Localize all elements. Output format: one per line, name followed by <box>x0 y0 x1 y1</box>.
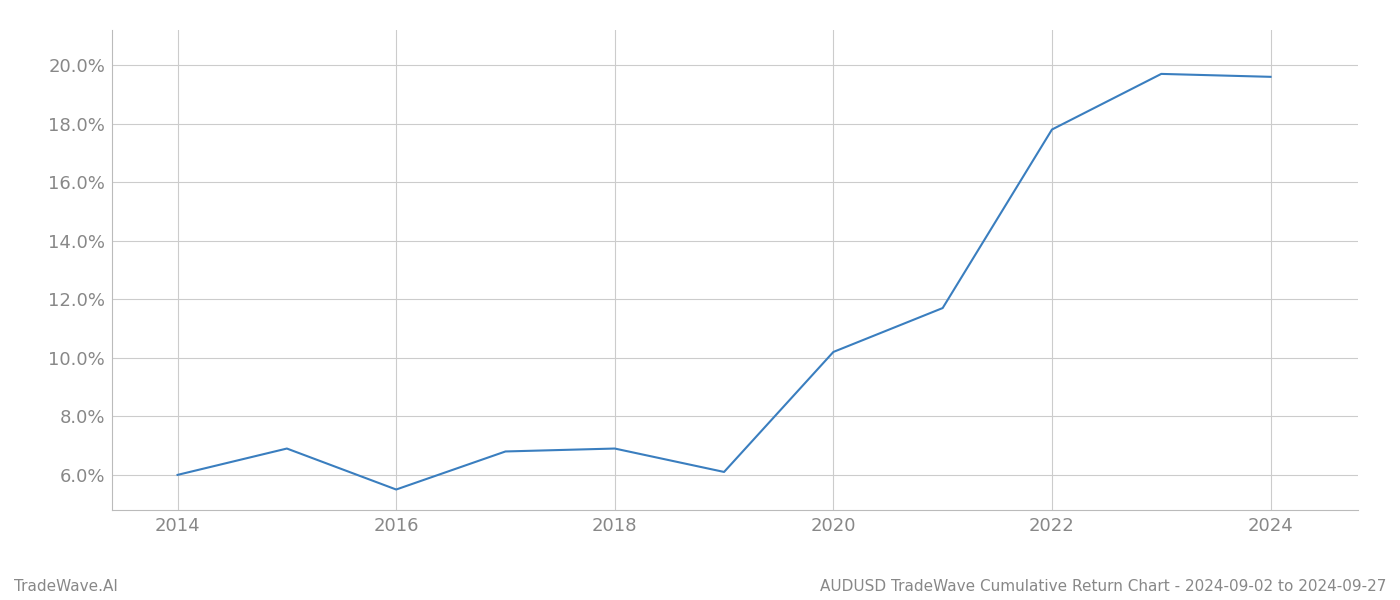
Text: AUDUSD TradeWave Cumulative Return Chart - 2024-09-02 to 2024-09-27: AUDUSD TradeWave Cumulative Return Chart… <box>819 579 1386 594</box>
Text: TradeWave.AI: TradeWave.AI <box>14 579 118 594</box>
